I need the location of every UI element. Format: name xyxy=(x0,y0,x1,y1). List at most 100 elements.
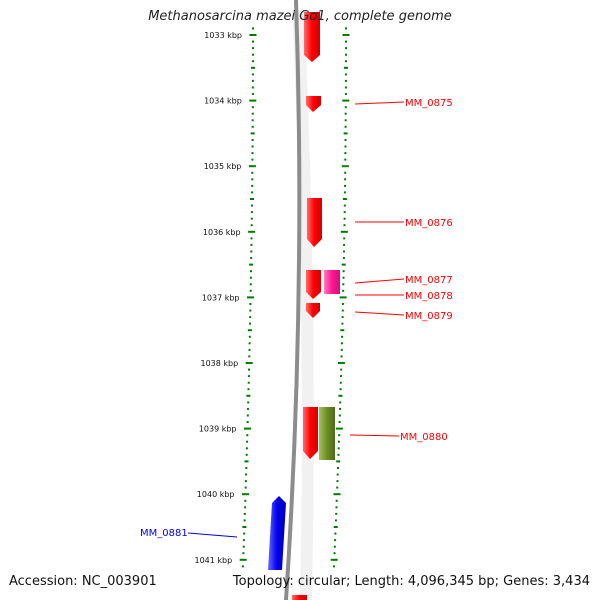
minor-tick xyxy=(344,152,347,155)
minor-tick xyxy=(246,434,249,437)
major-tick xyxy=(242,493,249,496)
gene-label-mm-0877[interactable]: MM_0877 xyxy=(405,275,453,286)
minor-tick xyxy=(340,368,343,371)
minor-tick xyxy=(345,27,347,30)
gene-block-mm-0877 xyxy=(306,270,321,299)
minor-tick xyxy=(248,368,250,371)
tick-label: 1037 kbp xyxy=(202,293,240,302)
minor-tick xyxy=(249,276,252,279)
minor-tick xyxy=(344,139,347,141)
minor-tick xyxy=(251,73,254,76)
major-tick xyxy=(330,558,338,561)
minor-tick xyxy=(336,460,341,463)
minor-tick xyxy=(332,565,335,568)
gene-label-mm-0878[interactable]: MM_0878 xyxy=(405,291,453,302)
minor-tick xyxy=(251,204,253,207)
minor-tick xyxy=(249,316,252,319)
minor-tick xyxy=(249,303,252,305)
minor-tick xyxy=(242,552,245,555)
minor-tick xyxy=(340,329,345,332)
major-tick xyxy=(342,99,350,102)
gene-block-mm-0881 xyxy=(268,496,286,570)
minor-tick xyxy=(251,184,254,187)
minor-tick xyxy=(343,191,346,194)
minor-tick xyxy=(342,289,345,292)
minor-tick xyxy=(247,388,250,391)
major-tick xyxy=(249,34,257,36)
minor-tick xyxy=(344,158,347,161)
minor-tick xyxy=(251,158,254,161)
minor-tick xyxy=(252,27,254,30)
major-tick xyxy=(342,34,350,36)
minor-tick xyxy=(343,217,346,220)
minor-tick xyxy=(250,224,253,227)
minor-tick xyxy=(246,414,249,417)
minor-tick xyxy=(251,139,254,141)
minor-tick xyxy=(244,506,247,509)
minor-tick xyxy=(345,47,347,50)
minor-tick xyxy=(242,526,247,528)
gene-block-mm-0880 xyxy=(303,407,318,459)
gene-label-mm-0880[interactable]: MM_0880 xyxy=(400,432,448,443)
minor-tick xyxy=(244,480,247,483)
minor-tick xyxy=(344,171,347,174)
minor-tick xyxy=(337,467,339,469)
minor-tick xyxy=(247,401,250,404)
minor-tick xyxy=(335,506,338,509)
minor-tick xyxy=(250,243,253,246)
minor-tick xyxy=(339,388,342,391)
minor-tick xyxy=(252,53,254,56)
minor-tick xyxy=(344,73,347,76)
minor-tick xyxy=(345,53,347,56)
minor-tick xyxy=(343,224,346,227)
gene-block-mm-0876 xyxy=(307,198,322,247)
minor-tick xyxy=(244,460,249,463)
minor-tick xyxy=(247,329,252,332)
minor-tick xyxy=(249,289,252,292)
tick-label: 1038 kbp xyxy=(200,359,238,368)
right-tick-ring xyxy=(330,27,350,568)
minor-tick xyxy=(252,40,254,43)
gene-label-mm-0879[interactable]: MM_0879 xyxy=(405,311,453,322)
minor-tick xyxy=(338,394,343,397)
minor-tick xyxy=(344,145,347,148)
gene-label-mm-0876[interactable]: MM_0876 xyxy=(405,218,453,229)
minor-tick xyxy=(339,401,342,404)
minor-tick xyxy=(337,453,340,456)
tick-label: 1034 kbp xyxy=(204,97,242,106)
minor-tick xyxy=(344,119,347,122)
gene-label-mm-0875[interactable]: MM_0875 xyxy=(405,98,453,109)
minor-tick xyxy=(243,519,246,522)
minor-tick xyxy=(333,545,336,548)
minor-tick xyxy=(336,473,339,476)
feature-block-olive xyxy=(319,407,335,460)
minor-tick xyxy=(241,565,244,568)
backbone-shadow xyxy=(292,9,314,600)
minor-tick xyxy=(251,152,254,155)
minor-tick xyxy=(250,257,253,259)
minor-tick xyxy=(338,434,341,437)
tick-label: 1041 kbp xyxy=(194,556,232,565)
gene-block-bottom xyxy=(292,595,307,600)
minor-tick xyxy=(245,453,248,456)
label-connectors xyxy=(187,101,405,538)
minor-tick xyxy=(246,440,249,443)
left-tick-ring xyxy=(239,27,257,568)
connector-mm-0879 xyxy=(354,311,405,316)
minor-tick xyxy=(251,171,254,174)
minor-tick xyxy=(250,217,253,220)
genome-backbone xyxy=(284,0,302,600)
gene-block-mm-0875 xyxy=(306,96,321,112)
minor-tick xyxy=(336,480,339,483)
accession-text: Accession: NC_003901 xyxy=(9,574,157,589)
major-tick xyxy=(337,362,345,364)
minor-tick xyxy=(250,211,253,214)
minor-tick xyxy=(333,526,338,528)
minor-tick xyxy=(242,539,245,542)
minor-tick xyxy=(245,447,248,450)
connector-mm-0881 xyxy=(187,532,238,538)
minor-tick xyxy=(251,106,254,109)
gene-label-mm-0881[interactable]: MM_0881 xyxy=(140,528,188,539)
minor-tick xyxy=(342,198,347,200)
